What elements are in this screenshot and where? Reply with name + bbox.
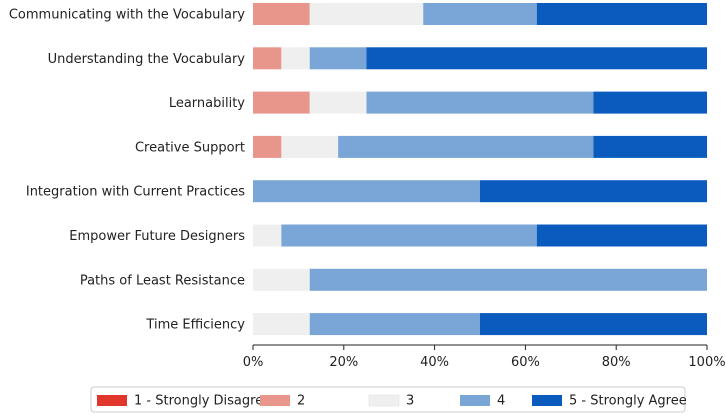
bar-communicating-with-the-vocabulary-2 xyxy=(253,3,310,25)
bar-empower-future-designers-3 xyxy=(253,224,282,247)
legend: 1 - Strongly Disagree 2 3 4 5 - Strongly Agr… xyxy=(90,386,687,413)
x-tick-label: 80% xyxy=(602,355,631,370)
bar-learnability-5-strongly-agree xyxy=(593,91,707,114)
category-label: Creative Support xyxy=(135,140,245,155)
legend-swatch-5-strongly-agree xyxy=(532,395,562,406)
category-label: Communicating with the Vocabulary xyxy=(9,8,245,23)
category-label: Paths of Least Resistance xyxy=(80,273,245,288)
legend-label-3: 3 xyxy=(406,394,414,409)
legend-swatch-2 xyxy=(260,395,290,406)
category-label: Time Efficiency xyxy=(145,318,245,333)
bar-learnability-4 xyxy=(366,91,594,114)
bar-time-efficiency-3 xyxy=(253,313,310,336)
bar-paths-of-least-resistance-4 xyxy=(309,268,707,291)
bar-time-efficiency-4 xyxy=(309,313,480,336)
legend-swatch-3 xyxy=(368,394,400,407)
bar-communicating-with-the-vocabulary-5-strongly-agree xyxy=(536,3,707,25)
bar-understanding-the-vocabulary-5-strongly-agree xyxy=(366,47,707,70)
bar-creative-support-3 xyxy=(281,135,339,158)
x-tick-label: 40% xyxy=(420,355,449,370)
bar-creative-support-2 xyxy=(253,135,282,158)
x-tick-label: 20% xyxy=(329,355,358,370)
legend-label-2: 2 xyxy=(297,394,305,409)
bar-understanding-the-vocabulary-3 xyxy=(281,47,310,70)
category-label: Empower Future Designers xyxy=(69,229,245,244)
bar-time-efficiency-5-strongly-agree xyxy=(480,313,707,336)
legend-swatch-4 xyxy=(460,395,490,406)
category-label: Learnability xyxy=(169,96,245,111)
legend-label-1-strongly-disagree: 1 - Strongly Disagree xyxy=(134,394,271,409)
bar-empower-future-designers-5-strongly-agree xyxy=(536,224,707,247)
bar-paths-of-least-resistance-3 xyxy=(253,268,310,291)
bar-learnability-2 xyxy=(253,91,310,114)
bar-understanding-the-vocabulary-4 xyxy=(309,47,367,70)
category-labels: Communicating with the Vocabulary Underst… xyxy=(9,8,245,333)
x-axis: 0% 20% 40% 60% 80% 100% xyxy=(243,344,726,370)
bar-communicating-with-the-vocabulary-3 xyxy=(309,3,424,25)
bar-creative-support-5-strongly-agree xyxy=(593,135,707,158)
x-tick-label: 60% xyxy=(511,355,540,370)
bar-learnability-3 xyxy=(309,91,367,114)
bar-creative-support-4 xyxy=(338,135,594,158)
legend-label-5-strongly-agree: 5 - Strongly Agree xyxy=(569,394,687,409)
bar-empower-future-designers-4 xyxy=(281,224,537,247)
bar-integration-with-current-practices-4 xyxy=(253,180,480,203)
legend-swatch-1-strongly-disagree xyxy=(97,395,127,406)
category-label: Understanding the Vocabulary xyxy=(48,52,246,67)
bar-integration-with-current-practices-5-strongly-agree xyxy=(480,180,707,203)
legend-label-4: 4 xyxy=(497,394,505,409)
x-tick-label: 100% xyxy=(688,355,725,370)
x-tick-label: 0% xyxy=(243,355,264,370)
bars-layer xyxy=(253,3,707,336)
bar-understanding-the-vocabulary-2 xyxy=(253,47,282,70)
category-label: Integration with Current Practices xyxy=(26,185,245,200)
bar-communicating-with-the-vocabulary-4 xyxy=(423,3,537,25)
